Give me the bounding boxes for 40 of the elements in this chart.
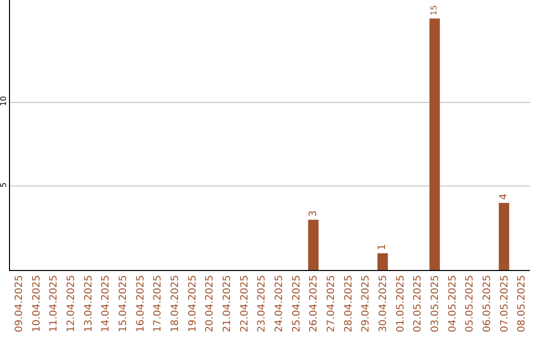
bar	[498, 202, 510, 270]
bar	[377, 253, 388, 270]
bar	[308, 220, 319, 270]
data-label: 15	[428, 5, 439, 16]
x-tick-label: 02.05.2025	[412, 275, 424, 332]
x-tick-label: 17.04.2025	[152, 275, 164, 332]
x-tick-label: 18.04.2025	[170, 275, 181, 332]
x-tick-label: 10.04.2025	[31, 275, 42, 332]
x-tick-label: 09.04.2025	[14, 275, 25, 332]
x-tick-label: 13.04.2025	[83, 275, 94, 332]
x-tick-label: 01.05.2025	[395, 275, 406, 332]
x-tick-label: 22.04.2025	[239, 275, 250, 332]
data-label: 4	[498, 194, 510, 200]
x-tick-label: 05.05.2025	[464, 275, 476, 332]
x-tick-label: 06.05.2025	[482, 275, 493, 332]
x-tick-label: 12.04.2025	[66, 275, 77, 332]
x-tick-label: 28.04.2025	[343, 275, 354, 332]
x-tick-label: 23.04.2025	[256, 275, 268, 332]
x-tick-label: 24.04.2025	[274, 275, 285, 332]
x-tick-label: 26.04.2025	[308, 275, 320, 332]
x-tick-label: 15.04.2025	[118, 275, 129, 332]
x-tick-label: 27.04.2025	[326, 275, 337, 332]
x-tick-label: 14.04.2025	[100, 275, 112, 332]
y-tick-label: 10	[0, 96, 8, 106]
x-tick-label: 08.05.2025	[516, 275, 528, 332]
x-tick-label: 20.04.2025	[204, 275, 216, 332]
x-tick-label: 21.04.2025	[222, 275, 233, 332]
x-tick-label: 30.04.2025	[378, 275, 389, 332]
bar	[429, 18, 440, 270]
data-label: 3	[308, 210, 319, 217]
x-tick-label: 03.05.2025	[430, 275, 441, 332]
x-tick-label: 07.05.2025	[499, 275, 510, 332]
x-tick-label: 29.04.2025	[360, 275, 372, 332]
data-label: 1	[377, 244, 388, 250]
x-tick-label: 04.05.2025	[447, 275, 458, 332]
x-tick-label: 11.04.2025	[48, 275, 60, 332]
x-tick-label: 19.04.2025	[187, 275, 198, 332]
x-tick-label: 16.04.2025	[135, 275, 146, 332]
y-tick-label: 5	[0, 182, 8, 188]
x-tick-label: 25.04.2025	[291, 275, 302, 332]
